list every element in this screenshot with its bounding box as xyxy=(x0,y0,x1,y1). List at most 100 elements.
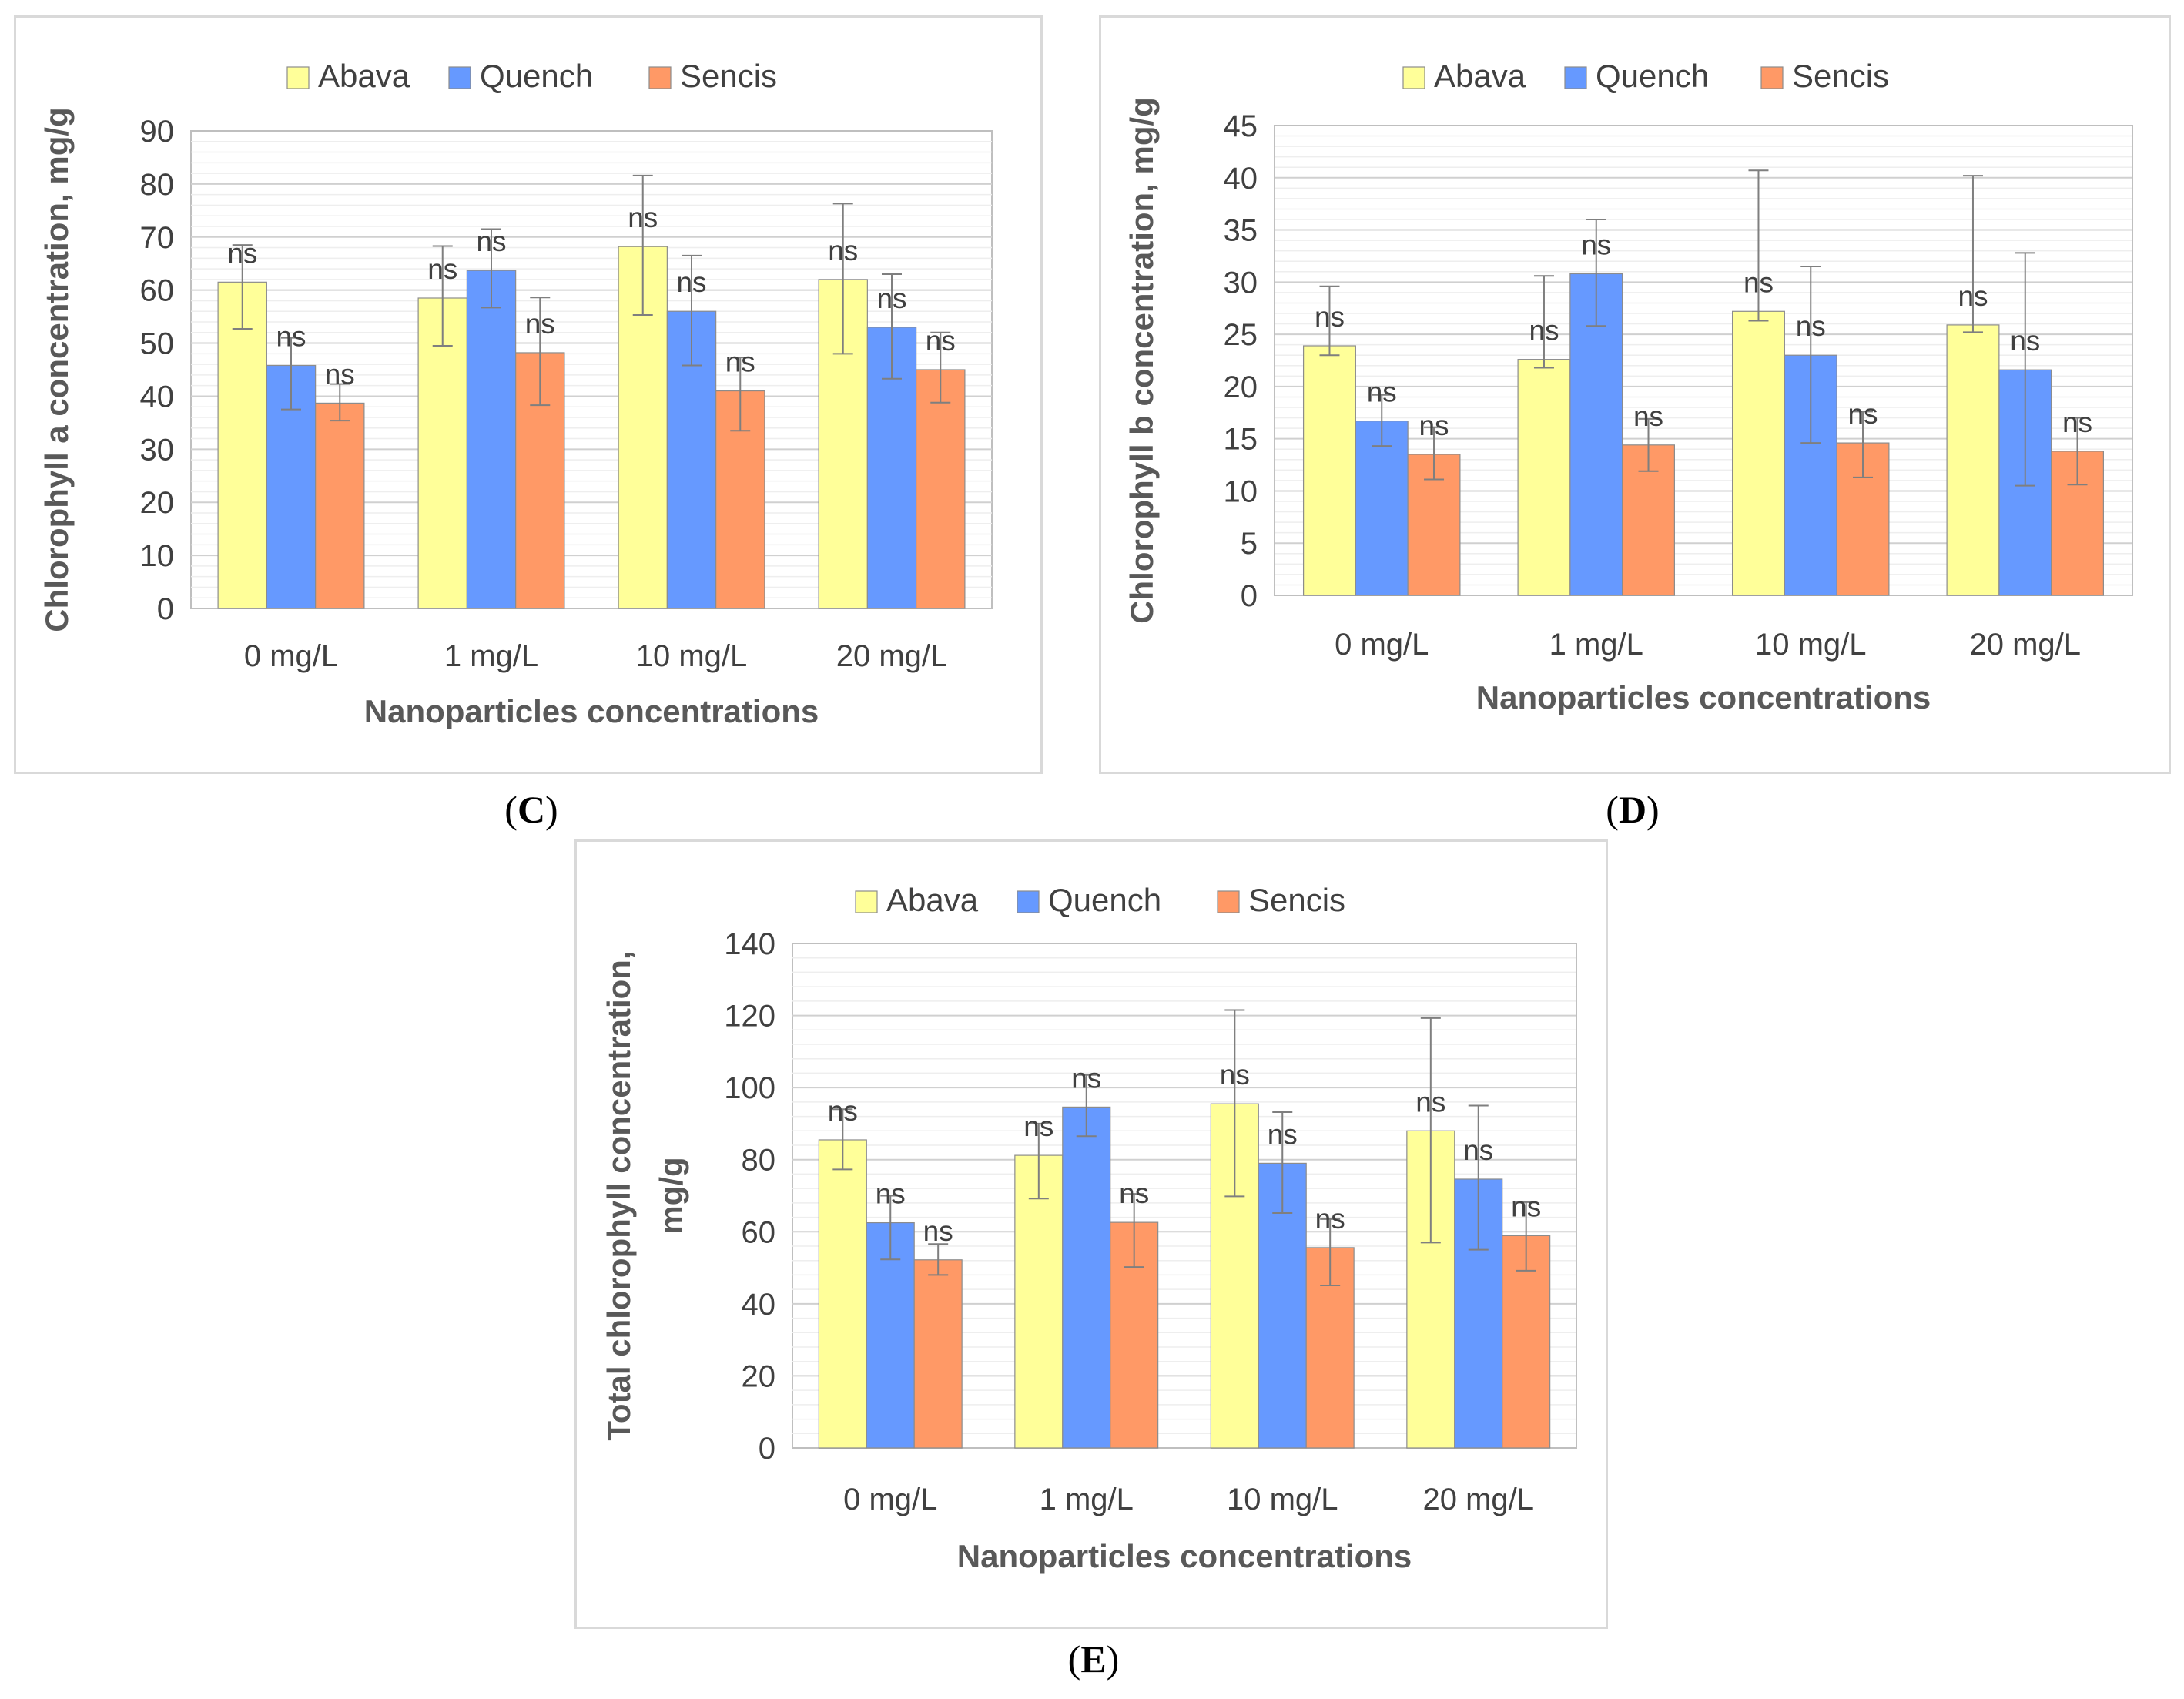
chart-c-data-label-quench-1-mg-l: ns xyxy=(476,226,506,257)
chart-c-data-label-sencis-10-mg-l: ns xyxy=(725,347,755,378)
chart-c-data-label-quench-10-mg-l: ns xyxy=(676,266,706,298)
chart-e-ytick-label: 20 xyxy=(742,1359,776,1393)
chart-e-data-label-abava-10-mg-l: ns xyxy=(1220,1059,1250,1091)
chart-d-ytick-label: 0 xyxy=(1241,579,1258,613)
chart-d-data-label-quench-1-mg-l: ns xyxy=(1581,229,1611,260)
chart-c-bar-quench-1-mg-l xyxy=(466,270,517,609)
chart-d-legend-swatch-quench xyxy=(1564,66,1587,89)
chart-d-data-label-quench-10-mg-l: ns xyxy=(1796,310,1826,342)
chart-d-bar-quench-1-mg-l xyxy=(1569,273,1623,596)
chart-d-ytick-label: 10 xyxy=(1224,474,1258,508)
chart-d-data-label-abava-20-mg-l: ns xyxy=(1958,280,1988,312)
chart-c-legend-label-quench: Quench xyxy=(480,58,593,94)
chart-e-legend-label-quench: Quench xyxy=(1048,882,1161,918)
chart-e-data-label-abava-1-mg-l: ns xyxy=(1023,1111,1053,1142)
chart-c-data-label-quench-0-mg-l: ns xyxy=(276,320,306,352)
chart-c-bar-abava-1-mg-l xyxy=(417,297,467,609)
chart-c-x-axis-label: Nanoparticles concentrations xyxy=(364,693,819,729)
chart-e-category-label-0-mg-l: 0 mg/L xyxy=(843,1483,937,1516)
chart-c-category-label-1-mg-l: 1 mg/L xyxy=(444,639,538,673)
chart-d-y-axis-label: Chlorophyll b concentration, mg/g xyxy=(1124,97,1160,624)
chart-c-legend-swatch-quench xyxy=(448,66,471,89)
chart-d-data-label-sencis-1-mg-l: ns xyxy=(1633,400,1663,432)
chart-e-ytick-label: 100 xyxy=(724,1071,775,1105)
chart-d-x-axis-label: Nanoparticles concentrations xyxy=(1476,679,1931,715)
chart-e-data-label-sencis-10-mg-l: ns xyxy=(1315,1203,1345,1235)
chart-c-ytick-label: 10 xyxy=(140,539,175,573)
chart-c-category-label-0-mg-l: 0 mg/L xyxy=(244,639,338,673)
chart-e-legend-label-abava: Abava xyxy=(886,882,979,918)
chart-c-legend-label-sencis: Sencis xyxy=(680,58,777,94)
chart-c-data-label-quench-20-mg-l: ns xyxy=(876,283,906,314)
chart-d-data-label-abava-1-mg-l: ns xyxy=(1529,315,1559,347)
chart-c-data-label-abava-1-mg-l: ns xyxy=(427,253,457,285)
chart-d-data-label-sencis-20-mg-l: ns xyxy=(2062,407,2092,438)
chart-d-data-label-quench-20-mg-l: ns xyxy=(2010,325,2040,357)
chart-e-data-label-sencis-1-mg-l: ns xyxy=(1119,1178,1149,1209)
chart-e-data-label-sencis-0-mg-l: ns xyxy=(923,1215,953,1247)
chart-d-ytick-label: 5 xyxy=(1241,527,1258,561)
chart-c-category-label-10-mg-l: 10 mg/L xyxy=(636,639,748,673)
chart-c-data-label-abava-0-mg-l: ns xyxy=(227,237,257,269)
chart-d-ytick-label: 20 xyxy=(1224,370,1258,404)
chart-e-data-label-abava-20-mg-l: ns xyxy=(1415,1086,1445,1118)
caption-e: (E) xyxy=(1067,1637,1120,1681)
chart-d-legend-label-sencis: Sencis xyxy=(1792,58,1889,94)
chart-c-ytick-label: 90 xyxy=(140,115,175,149)
chart-e-y-axis-label-line2: mg/g xyxy=(653,1157,689,1234)
chart-e-x-axis-label: Nanoparticles concentrations xyxy=(957,1538,1412,1574)
chart-e-data-label-sencis-20-mg-l: ns xyxy=(1511,1191,1541,1222)
chart-d-bar-abava-10-mg-l xyxy=(1731,310,1785,596)
chart-e-legend-label-sencis: Sencis xyxy=(1248,882,1345,918)
chart-e-ytick-label: 120 xyxy=(724,1000,775,1034)
chart-d-legend-swatch-abava xyxy=(1402,66,1425,89)
chart-c-ytick-label: 0 xyxy=(157,592,174,626)
chart-c-ytick-label: 60 xyxy=(140,274,175,308)
chart-e-data-label-quench-0-mg-l: ns xyxy=(876,1178,906,1210)
chart-e-legend-swatch-quench xyxy=(1017,890,1040,913)
chart-c-legend-swatch-sencis xyxy=(648,66,672,89)
chart-d-category-label-10-mg-l: 10 mg/L xyxy=(1755,628,1867,662)
chart-c-data-label-abava-20-mg-l: ns xyxy=(828,235,858,266)
chart-c-ytick-label: 80 xyxy=(140,168,175,202)
chart-d-bar-abava-0-mg-l xyxy=(1302,345,1356,596)
chart-c-data-label-abava-10-mg-l: ns xyxy=(628,202,658,233)
chart-d-data-label-abava-10-mg-l: ns xyxy=(1744,266,1774,298)
chart-e-ytick-label: 140 xyxy=(724,927,775,961)
chart-c-ytick-label: 40 xyxy=(140,380,175,414)
chart-d-ytick-label: 45 xyxy=(1224,109,1258,143)
chart-c-ytick-label: 20 xyxy=(140,486,175,520)
chart-c-ytick-label: 70 xyxy=(140,221,175,255)
chart-e-category-label-20-mg-l: 20 mg/L xyxy=(1422,1483,1534,1516)
chart-d-category-label-1-mg-l: 1 mg/L xyxy=(1549,628,1643,662)
chart-d-bar-abava-20-mg-l xyxy=(1946,324,2000,596)
chart-e-legend-swatch-abava xyxy=(855,890,878,913)
chart-c-bar-sencis-20-mg-l xyxy=(916,369,966,609)
chart-d-bar-abava-1-mg-l xyxy=(1517,359,1571,596)
chart-d-ytick-label: 25 xyxy=(1224,318,1258,352)
chart-e-bar-abava-0-mg-l xyxy=(818,1139,867,1449)
chart-d-ytick-label: 35 xyxy=(1224,214,1258,248)
chart-e-ytick-label: 0 xyxy=(759,1432,775,1466)
chart-d-ytick-label: 15 xyxy=(1224,423,1258,457)
chart-c-category-label-20-mg-l: 20 mg/L xyxy=(836,639,948,673)
chart-c-data-label-sencis-1-mg-l: ns xyxy=(525,308,555,340)
chart-e-ytick-label: 80 xyxy=(742,1144,776,1178)
chart-d-category-label-20-mg-l: 20 mg/L xyxy=(1969,628,2081,662)
chart-c-data-label-sencis-0-mg-l: ns xyxy=(325,358,355,390)
chart-d-legend-label-abava: Abava xyxy=(1434,58,1526,94)
chart-e-legend-swatch-sencis xyxy=(1217,890,1240,913)
chart-e-bar-quench-0-mg-l xyxy=(866,1221,915,1449)
chart-c-legend-swatch-abava xyxy=(286,66,310,89)
chart-c-ytick-label: 30 xyxy=(140,433,175,467)
chart-e-ytick-label: 40 xyxy=(742,1288,776,1322)
chart-e-data-label-quench-10-mg-l: ns xyxy=(1268,1118,1298,1150)
chart-d-data-label-quench-0-mg-l: ns xyxy=(1367,377,1397,408)
chart-d-data-label-sencis-0-mg-l: ns xyxy=(1419,410,1449,441)
chart-c-bar-sencis-0-mg-l xyxy=(315,402,365,609)
chart-d-legend-label-quench: Quench xyxy=(1596,58,1709,94)
chart-d-category-label-0-mg-l: 0 mg/L xyxy=(1335,628,1429,662)
